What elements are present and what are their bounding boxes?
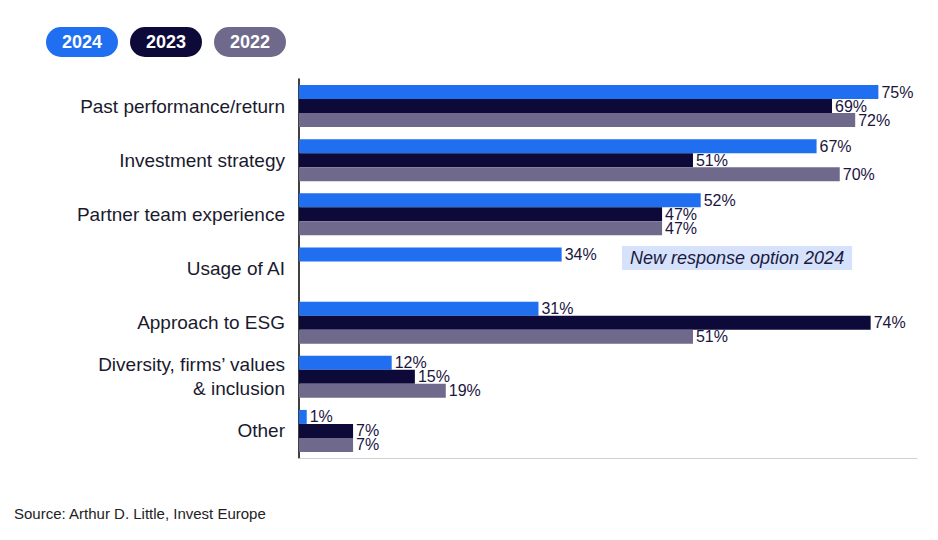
- svg-text:75%: 75%: [881, 84, 913, 101]
- svg-text:12%: 12%: [394, 354, 427, 372]
- svg-text:Diversity, firms’ values: Diversity, firms’ values: [98, 354, 285, 375]
- svg-text:67%: 67%: [820, 138, 852, 155]
- svg-text:1%: 1%: [310, 408, 333, 425]
- svg-text:47%: 47%: [665, 205, 698, 223]
- svg-text:2022: 2022: [230, 32, 270, 52]
- svg-text:Source: Arthur D. Little, Inve: Source: Arthur D. Little, Invest Europe: [14, 505, 266, 522]
- svg-text:7%: 7%: [356, 436, 379, 453]
- svg-text:Investment strategy: Investment strategy: [119, 150, 285, 171]
- svg-text:Usage of AI: Usage of AI: [187, 258, 285, 279]
- svg-text:New response option 2024: New response option 2024: [630, 248, 844, 268]
- svg-text:Past performance/return: Past performance/return: [80, 96, 285, 117]
- svg-text:Approach to ESG: Approach to ESG: [137, 312, 285, 333]
- svg-text:31%: 31%: [541, 300, 573, 317]
- svg-text:7%: 7%: [356, 422, 380, 440]
- svg-text:19%: 19%: [449, 382, 481, 399]
- svg-text:2024: 2024: [62, 32, 102, 52]
- svg-text:70%: 70%: [843, 166, 875, 183]
- svg-text:2023: 2023: [146, 32, 186, 52]
- svg-text:51%: 51%: [696, 328, 728, 345]
- svg-text:15%: 15%: [418, 368, 450, 385]
- svg-text:Partner team experience: Partner team experience: [77, 204, 285, 225]
- svg-text:34%: 34%: [565, 246, 597, 263]
- svg-text:Other: Other: [237, 420, 285, 441]
- svg-text:74%: 74%: [874, 314, 906, 331]
- svg-text:& inclusion: & inclusion: [193, 378, 285, 399]
- svg-text:52%: 52%: [704, 192, 736, 209]
- svg-text:72%: 72%: [858, 112, 890, 129]
- svg-text:47%: 47%: [665, 220, 697, 237]
- svg-text:69%: 69%: [835, 97, 868, 115]
- svg-text:51%: 51%: [696, 152, 728, 169]
